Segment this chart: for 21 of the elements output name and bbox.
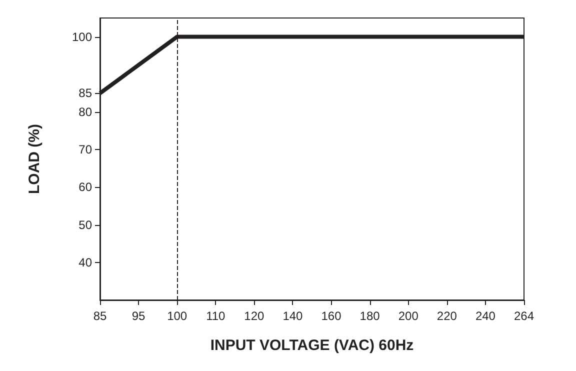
x-tick-label: 240 <box>475 309 496 323</box>
x-tick-label: 140 <box>282 309 304 323</box>
y-axis-title: LOAD (%) <box>26 124 43 194</box>
y-tick-label: 50 <box>78 218 92 232</box>
y-tick-label: 100 <box>72 30 92 44</box>
x-tick-label: 85 <box>93 309 107 323</box>
x-tick-label: 100 <box>167 309 188 323</box>
x-axis-title: INPUT VOLTAGE (VAC) 60Hz <box>210 337 414 354</box>
y-tick-label: 85 <box>78 86 92 100</box>
x-tick-label: 220 <box>436 309 458 323</box>
x-tick-label: 200 <box>398 309 419 323</box>
x-tick-label: 160 <box>321 309 342 323</box>
y-tick-label: 40 <box>78 255 92 270</box>
x-tick-label: 110 <box>206 309 226 323</box>
y-tick-label: 60 <box>78 180 92 194</box>
x-tick-label: 180 <box>360 309 380 323</box>
x-tick-label: 95 <box>132 309 146 323</box>
y-tick-label: 70 <box>78 142 92 157</box>
x-tick-label: 120 <box>244 309 265 323</box>
x-tick-label: 264 <box>514 309 534 323</box>
y-tick-label: 80 <box>78 105 92 119</box>
